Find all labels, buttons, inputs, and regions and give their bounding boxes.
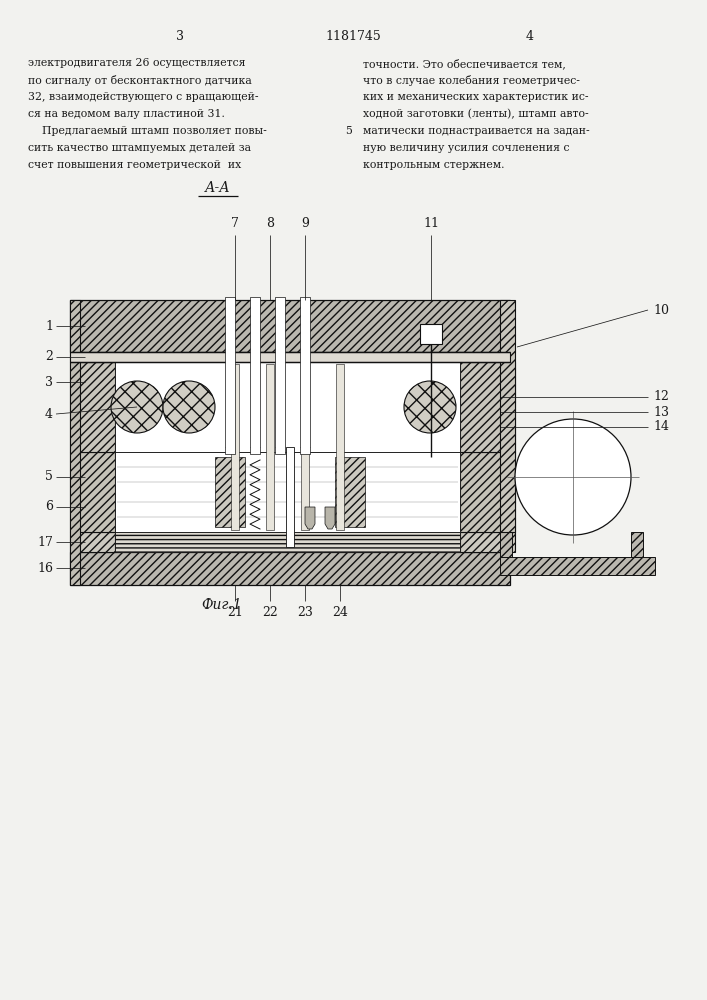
Text: 24: 24 [332, 606, 348, 619]
Bar [335, 457, 365, 527]
Bar [460, 452, 515, 532]
Text: А-А: А-А [205, 181, 231, 195]
Bar [266, 364, 274, 530]
Bar [70, 352, 510, 362]
Bar [70, 532, 115, 552]
Text: 1: 1 [45, 320, 53, 332]
Bar [70, 362, 115, 452]
Circle shape [515, 419, 631, 535]
Text: Предлагаемый штамп позволяет повы-: Предлагаемый штамп позволяет повы- [28, 126, 267, 136]
Text: 22: 22 [262, 606, 278, 619]
Text: 8: 8 [266, 217, 274, 230]
Bar [115, 452, 460, 532]
Text: ся на ведомом валу пластиной 31.: ся на ведомом валу пластиной 31. [28, 109, 225, 119]
Text: по сигналу от бесконтактного датчика: по сигналу от бесконтактного датчика [28, 75, 252, 86]
Text: Фиг.1: Фиг.1 [201, 598, 243, 612]
Bar [460, 362, 515, 452]
Bar [115, 532, 460, 552]
Text: что в случае колебания геометричес-: что в случае колебания геометричес- [363, 75, 580, 86]
Bar [70, 300, 510, 352]
Text: 11: 11 [423, 217, 439, 230]
Bar [301, 364, 309, 530]
Bar [250, 297, 260, 454]
Text: 13: 13 [653, 406, 669, 418]
Bar [275, 297, 285, 454]
Text: ходной заготовки (ленты), штамп авто-: ходной заготовки (ленты), штамп авто- [363, 109, 589, 119]
Bar [231, 364, 239, 530]
Circle shape [111, 381, 163, 433]
Text: сить качество штампуемых деталей за: сить качество штампуемых деталей за [28, 143, 251, 153]
Bar [300, 297, 310, 454]
Text: 12: 12 [653, 390, 669, 403]
Bar [286, 447, 294, 547]
Text: ную величину усилия сочленения с: ную величину усилия сочленения с [363, 143, 570, 153]
Text: 10: 10 [653, 304, 669, 316]
Text: 5: 5 [45, 471, 53, 484]
Bar [500, 300, 515, 532]
Bar [115, 362, 460, 452]
Bar [215, 457, 245, 527]
Text: матически поднастраивается на задан-: матически поднастраивается на задан- [363, 126, 590, 136]
Circle shape [163, 381, 215, 433]
Text: 4: 4 [526, 30, 534, 43]
Text: 3: 3 [176, 30, 184, 43]
Text: 6: 6 [45, 500, 53, 514]
Bar [500, 419, 512, 557]
Text: 2: 2 [45, 351, 53, 363]
Text: ких и механических характеристик ис-: ких и механических характеристик ис- [363, 92, 588, 102]
Text: 1181745: 1181745 [325, 30, 381, 43]
Bar [70, 300, 80, 585]
Bar [500, 557, 655, 575]
Text: контрольным стержнем.: контрольным стержнем. [363, 160, 505, 170]
Text: 7: 7 [231, 217, 239, 230]
Text: 4: 4 [45, 408, 53, 420]
Text: 21: 21 [227, 606, 243, 619]
Text: 5: 5 [346, 126, 352, 136]
Text: 9: 9 [301, 217, 309, 230]
Circle shape [404, 381, 456, 433]
Bar [70, 552, 510, 585]
Text: 32, взаимодействующего с вращающей-: 32, взаимодействующего с вращающей- [28, 92, 259, 102]
Text: электродвигателя 26 осуществляется: электродвигателя 26 осуществляется [28, 58, 245, 68]
Text: 23: 23 [297, 606, 313, 619]
Bar [225, 297, 235, 454]
Bar [631, 532, 643, 557]
Bar [460, 532, 515, 552]
Text: 16: 16 [37, 562, 53, 574]
Bar [70, 452, 115, 532]
Polygon shape [325, 507, 335, 529]
Text: точности. Это обеспечивается тем,: точности. Это обеспечивается тем, [363, 58, 566, 69]
Polygon shape [305, 507, 315, 529]
Text: счет повышения геометрической  их: счет повышения геометрической их [28, 160, 241, 170]
Text: 14: 14 [653, 420, 669, 434]
Bar [420, 324, 442, 344]
Bar [336, 364, 344, 530]
Text: 17: 17 [37, 536, 53, 548]
Text: 3: 3 [45, 375, 53, 388]
